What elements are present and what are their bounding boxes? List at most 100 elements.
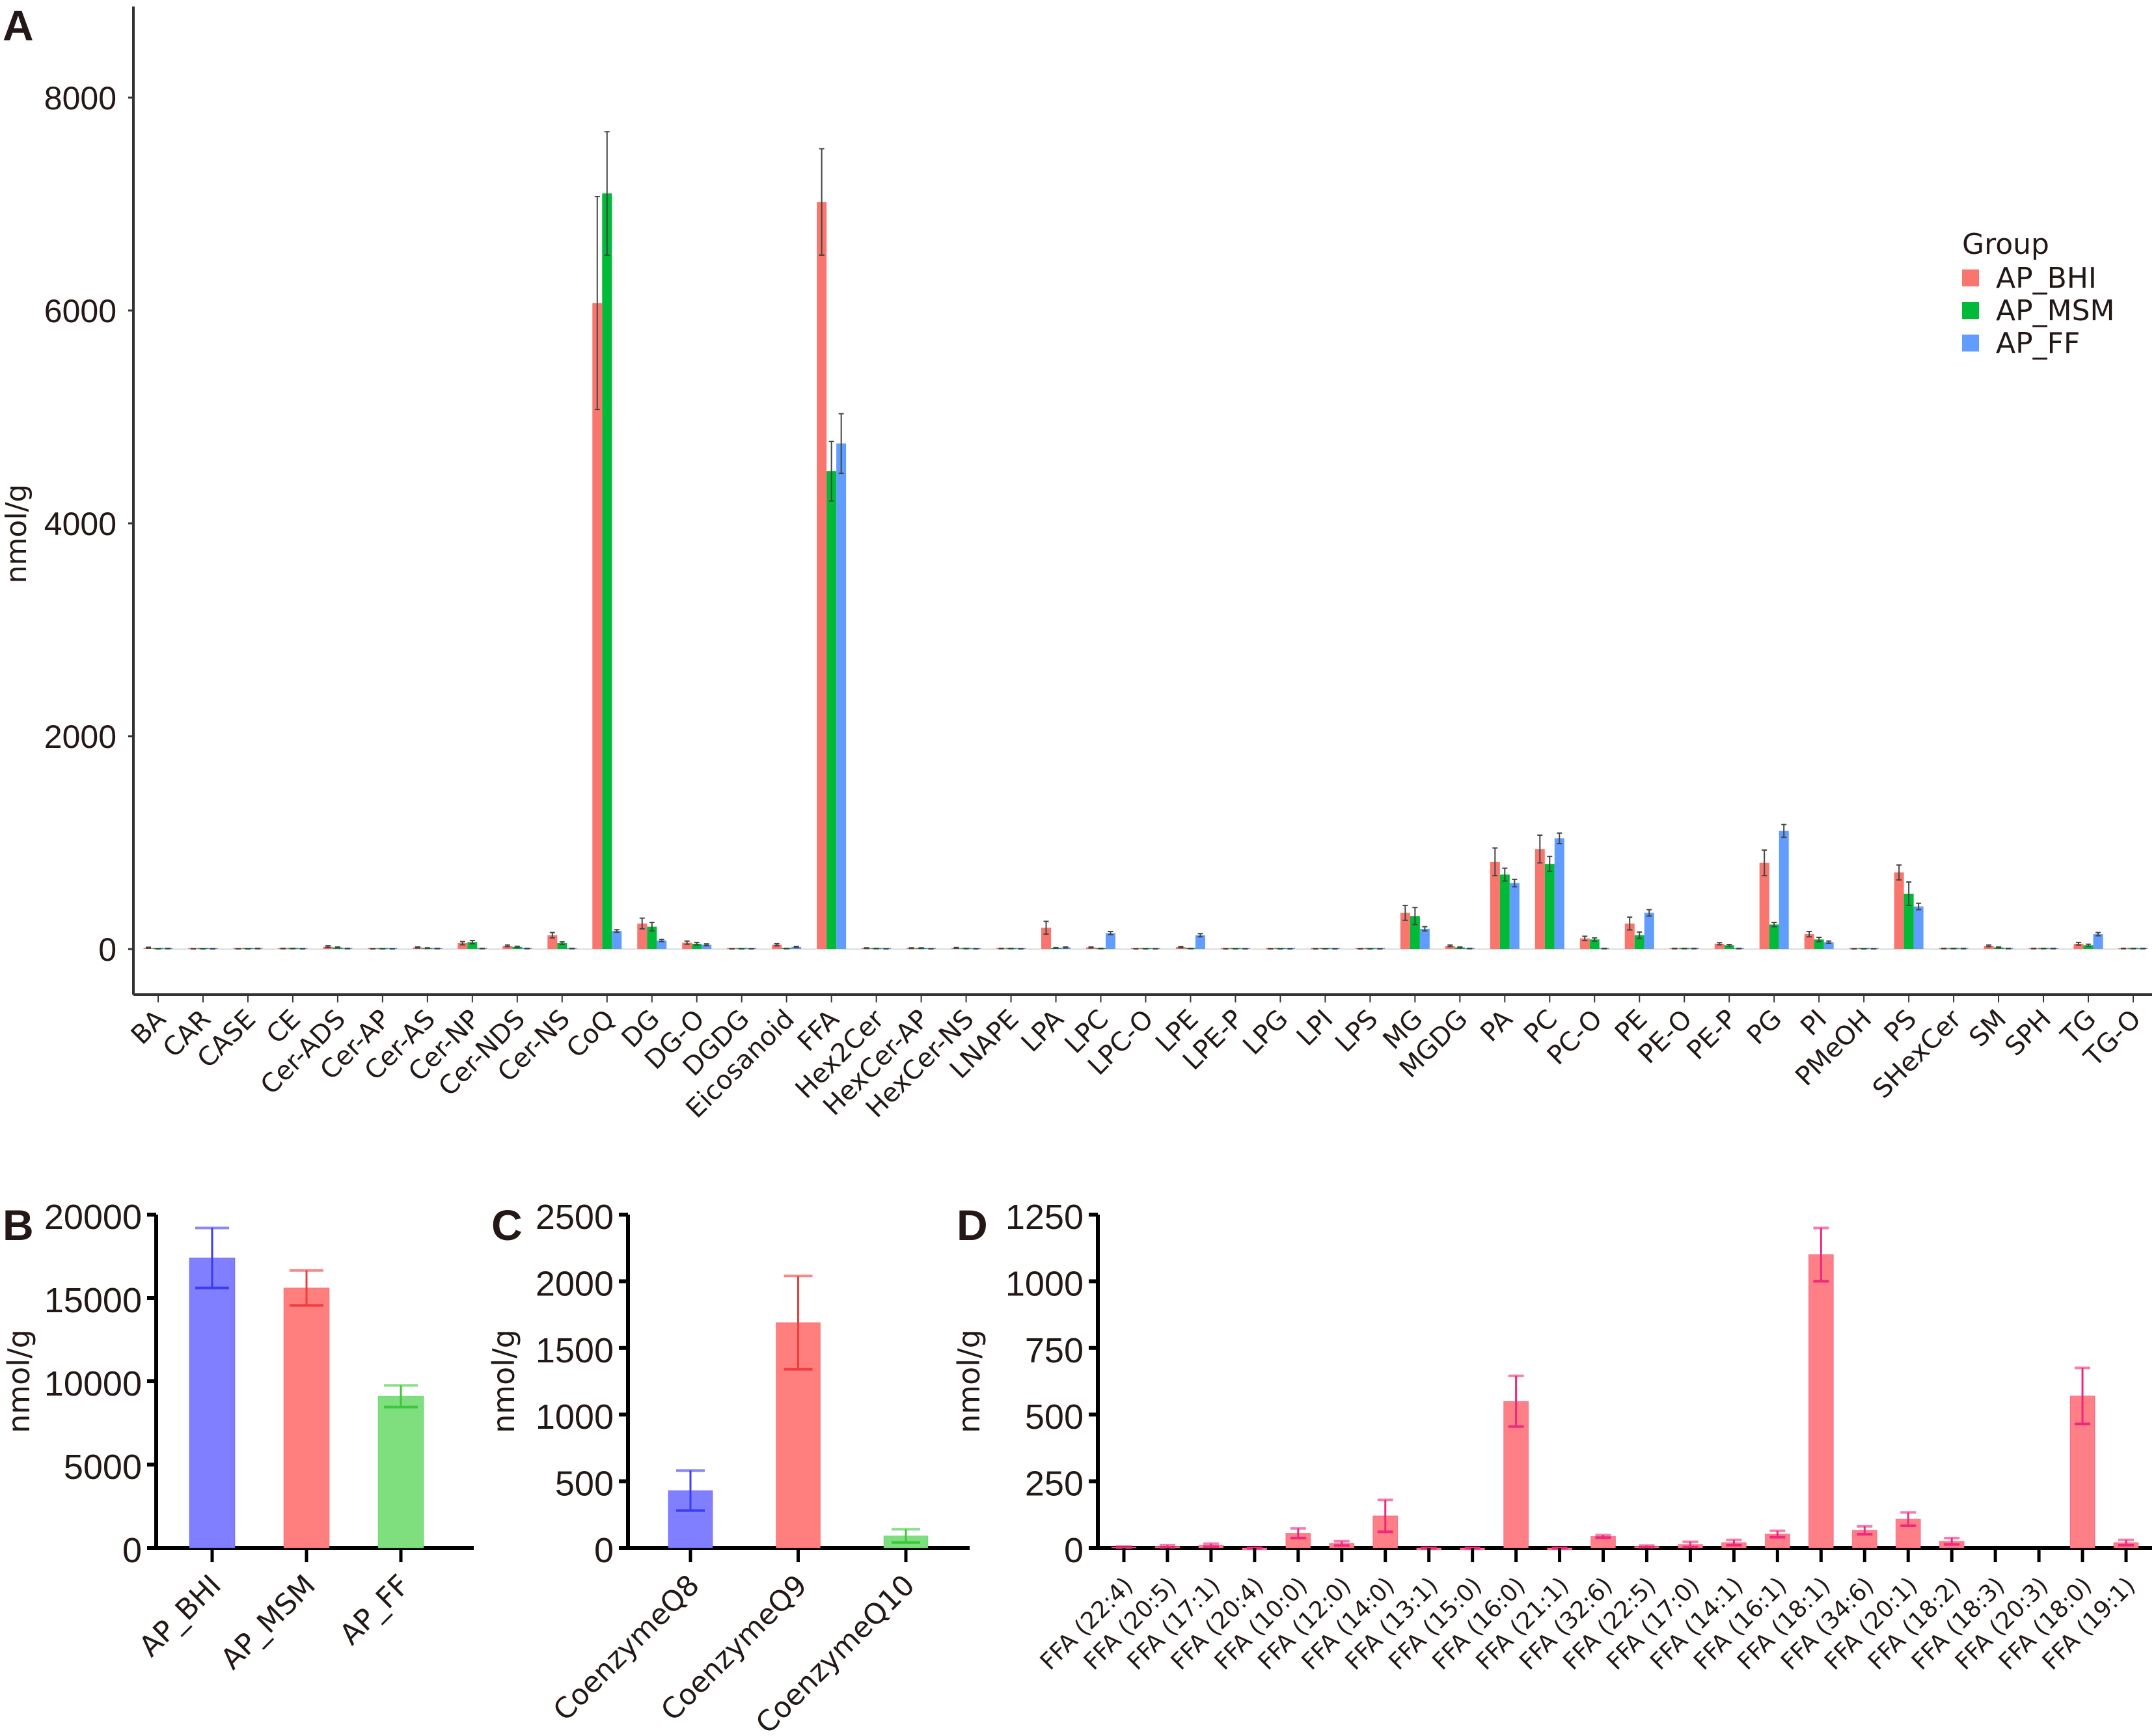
x-tick-label: PG	[1741, 1004, 1788, 1051]
bar-ap-bhi	[2073, 943, 2084, 949]
y-tick-label: 0	[122, 1531, 142, 1570]
bar-ap-ff	[1554, 838, 1564, 949]
y-axis-title: nmol/g	[1, 1329, 36, 1433]
bar	[189, 1258, 236, 1549]
bar-ap-ff	[657, 940, 667, 949]
bar-ap-msm	[467, 942, 478, 949]
y-tick-label: 0	[98, 931, 116, 968]
panel-a-chart: 02000400060008000nmol/gBACARCASECECer-AD…	[0, 7, 2152, 1124]
legend-swatch-ap-ff	[1962, 335, 1979, 351]
y-tick-label: 500	[555, 1465, 614, 1504]
y-tick-label: 8000	[44, 80, 116, 117]
legend-label-ap-bhi: AP_BHI	[1996, 262, 2097, 295]
y-axis-title: nmol/g	[951, 1329, 987, 1433]
bar-ap-bhi	[772, 944, 782, 949]
bar-ap-ff	[1913, 906, 1924, 949]
panel-letter-a: A	[3, 1, 34, 49]
bar-ap-msm	[557, 943, 567, 949]
y-axis-title: nmol/g	[0, 484, 33, 584]
x-tick-label: PE-P	[1682, 1004, 1743, 1066]
bar-ap-msm	[647, 926, 657, 949]
panel-c-chart: 05001000150020002500nmol/gCoenzymeQ8Coen…	[486, 1198, 970, 1736]
y-tick-label: 0	[594, 1531, 614, 1570]
bar-ap-ff	[1195, 935, 1205, 949]
bar-ap-bhi	[1759, 862, 1769, 949]
y-tick-label: 4000	[44, 506, 116, 542]
bar-ap-bhi	[1804, 934, 1814, 949]
y-tick-label: 1500	[536, 1331, 614, 1370]
y-tick-label: 5000	[64, 1448, 142, 1487]
bar-ap-ff	[1644, 913, 1654, 949]
bar-ap-bhi	[1894, 872, 1904, 949]
bar-ap-bhi	[502, 946, 513, 949]
bar-ap-msm	[1544, 864, 1555, 949]
x-tick-label: LPG	[1237, 1004, 1294, 1061]
y-tick-label: 250	[1025, 1465, 1084, 1504]
bar-ap-bhi	[547, 935, 558, 949]
legend-label-ap-ff: AP_FF	[1996, 327, 2080, 360]
bar-ap-bhi	[1400, 913, 1410, 949]
bar-ap-bhi	[457, 943, 468, 949]
bar-ap-ff	[1779, 831, 1789, 949]
bar-ap-bhi	[1041, 928, 1052, 949]
y-tick-label: 2500	[536, 1198, 614, 1237]
x-tick-label: PA	[1475, 1004, 1519, 1048]
x-tick-label: SHexCer	[1867, 1004, 1968, 1105]
legend-title: Group	[1962, 228, 2049, 261]
bar-ap-bhi	[637, 923, 648, 949]
bar-ap-bhi	[1490, 861, 1500, 949]
panel-letter-d: D	[957, 1201, 988, 1249]
y-tick-label: 1250	[1005, 1198, 1084, 1237]
bar-ap-msm	[692, 943, 702, 949]
bar	[377, 1396, 424, 1549]
bar-ap-msm	[826, 471, 837, 949]
panel-letter-b: B	[3, 1201, 34, 1249]
bar-ap-msm	[1589, 939, 1600, 949]
legend-swatch-ap-bhi	[1962, 269, 1979, 286]
legend-label-ap-msm: AP_MSM	[1996, 294, 2115, 327]
x-tick-label: LPS	[1330, 1004, 1384, 1058]
bar-ap-bhi	[1445, 946, 1455, 949]
bar-ap-ff	[2093, 934, 2103, 949]
y-tick-label: 500	[1025, 1398, 1084, 1437]
y-tick-label: 2000	[536, 1264, 614, 1303]
x-tick-label: CoQ	[561, 1004, 621, 1064]
x-tick-label: LPA	[1016, 1004, 1070, 1058]
bar-ap-bhi	[1714, 943, 1725, 949]
bar-ap-msm	[602, 193, 612, 949]
bar-ap-msm	[1499, 874, 1510, 949]
bar-ap-ff	[836, 443, 847, 949]
bar-ap-bhi	[682, 943, 692, 949]
bar-ap-ff	[1823, 942, 1834, 949]
legend-swatch-ap-msm	[1962, 302, 1979, 319]
x-tick-label: SPH	[1999, 1004, 2057, 1062]
y-tick-label: 1000	[536, 1398, 614, 1437]
bar-ap-msm	[1769, 924, 1779, 949]
bar-ap-ff	[612, 931, 622, 949]
panel-letter-c: C	[491, 1201, 523, 1249]
y-tick-label: 6000	[44, 293, 116, 329]
x-tick-label: AP_BHI	[133, 1569, 228, 1664]
bar	[283, 1288, 330, 1549]
bar-ap-bhi	[1535, 849, 1545, 949]
bar-ap-ff	[1419, 928, 1430, 949]
x-tick-label: LPI	[1291, 1004, 1339, 1053]
bar-ap-ff	[702, 944, 712, 949]
bar-ap-msm	[2083, 945, 2094, 949]
bar-ap-msm	[1904, 893, 1914, 949]
y-tick-label: 20000	[44, 1198, 142, 1237]
bar	[1808, 1254, 1834, 1549]
bar-ap-ff	[1509, 883, 1520, 949]
y-tick-label: 10000	[44, 1364, 142, 1403]
x-tick-label: AP_MSM	[215, 1569, 322, 1676]
y-axis-title: nmol/g	[486, 1329, 521, 1433]
y-tick-label: 1000	[1005, 1264, 1084, 1303]
y-tick-label: 2000	[44, 719, 116, 755]
bar-ap-bhi	[1984, 946, 1994, 949]
bar-ap-msm	[1724, 945, 1734, 949]
x-tick-label: AP_FF	[333, 1569, 416, 1651]
bar-ap-bhi	[817, 202, 827, 950]
